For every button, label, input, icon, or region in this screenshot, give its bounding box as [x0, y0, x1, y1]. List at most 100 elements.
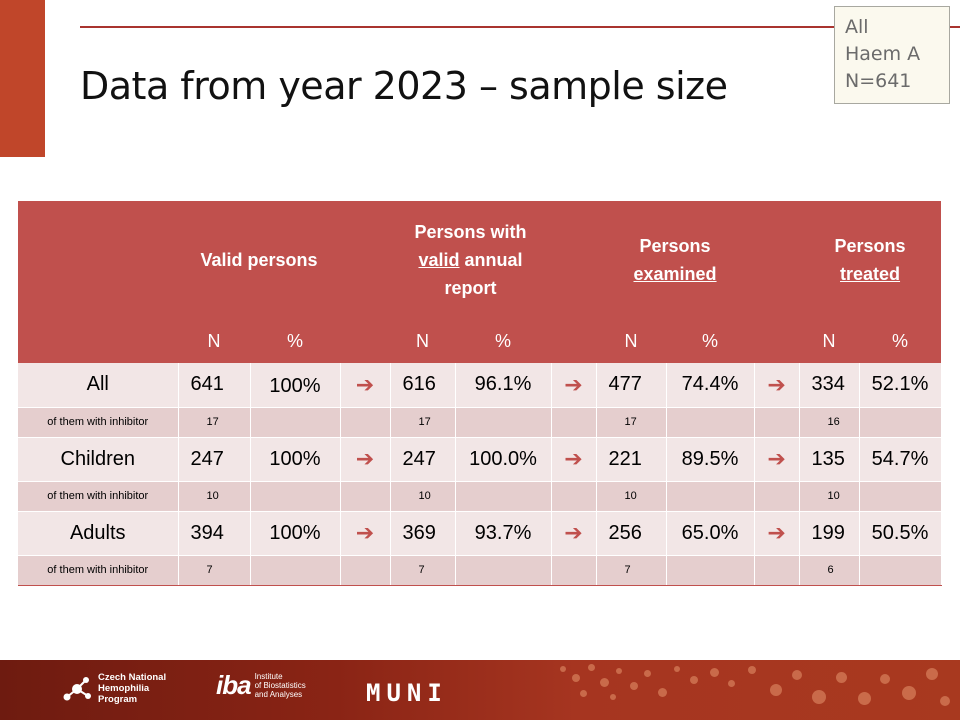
header-spacer: [551, 201, 597, 319]
subheader-n: N: [799, 319, 860, 363]
cell-annual-pct: 100.0%: [455, 437, 552, 482]
cell-valid-n: 394: [178, 511, 251, 556]
subheader-n: N: [178, 319, 250, 363]
row-label: Children: [18, 437, 179, 482]
subheader-pct: %: [666, 319, 755, 363]
cell-spacer: [551, 481, 597, 512]
row-label: All: [18, 363, 179, 408]
cell-treated-n: 135: [799, 437, 860, 482]
header-spacer: [340, 201, 391, 319]
arrow-icon: ➔: [754, 511, 800, 556]
cnhp-logo-text: Czech National Hemophilia Program: [98, 672, 167, 705]
header-empty: [18, 201, 178, 319]
header-valid-persons: Valid persons: [178, 201, 341, 319]
cell-examined-n: 221: [596, 437, 667, 482]
title-rule: [80, 26, 960, 28]
iba-logo-mark: iba: [216, 670, 252, 700]
cell-annual-n: 247: [390, 437, 456, 482]
cell-spacer: [754, 481, 800, 512]
row-label: of them with inhibitor: [18, 481, 179, 512]
cell-examined-n: 7: [596, 555, 667, 586]
cell-valid-n: 17: [178, 407, 251, 438]
table-row-adults-inhibitor: of them with inhibitor 7 7 7 6: [18, 555, 942, 586]
subheader-n: N: [390, 319, 456, 363]
cell-treated-n: 6: [799, 555, 860, 586]
cnhp-logo-icon: [63, 676, 91, 700]
cell-annual-n: 369: [390, 511, 456, 556]
arrow-icon: ➔: [551, 363, 597, 408]
info-line-all: All: [845, 16, 869, 38]
cell-treated-n: 16: [799, 407, 860, 438]
cell-empty: [859, 481, 942, 512]
cell-examined-pct: 74.4%: [666, 363, 755, 408]
cell-treated-pct: 50.5%: [859, 511, 942, 556]
cell-annual-pct: 96.1%: [455, 363, 552, 408]
info-line-haem: Haem A: [845, 43, 921, 65]
cell-spacer: [340, 481, 391, 512]
cell-empty: [859, 407, 942, 438]
header-spacer: [754, 201, 800, 319]
cell-spacer: [754, 407, 800, 438]
info-box: All Haem A N=641: [834, 6, 950, 104]
cnhp-logo: Czech National Hemophilia Program: [62, 672, 166, 705]
subheader-n: N: [596, 319, 667, 363]
cell-empty: [859, 555, 942, 586]
slide-title: Data from year 2023 – sample size: [80, 64, 728, 108]
subheader-empty: [18, 319, 178, 363]
cell-empty: [250, 481, 341, 512]
row-label: Adults: [18, 511, 179, 556]
cell-valid-n: 641: [178, 363, 251, 408]
cell-empty: [250, 555, 341, 586]
subheader-pct: %: [859, 319, 942, 363]
cell-empty: [666, 407, 755, 438]
table-row-children: Children 247 100% ➔ 247 100.0% ➔ 221 89.…: [18, 437, 942, 482]
cell-examined-pct: 89.5%: [666, 437, 755, 482]
cell-spacer: [551, 555, 597, 586]
cell-empty: [455, 407, 552, 438]
cell-treated-n: 10: [799, 481, 860, 512]
cell-spacer: [754, 555, 800, 586]
cell-annual-n: 7: [390, 555, 456, 586]
cell-examined-n: 10: [596, 481, 667, 512]
cell-examined-n: 17: [596, 407, 667, 438]
cell-spacer: [340, 407, 391, 438]
cell-empty: [666, 555, 755, 586]
cell-empty: [666, 481, 755, 512]
cell-valid-pct: 100%: [250, 363, 341, 408]
cell-spacer: [551, 407, 597, 438]
sample-size-table: Valid persons Persons with valid annual …: [18, 201, 942, 586]
arrow-icon: ➔: [340, 363, 391, 408]
subheader-spacer: [551, 319, 597, 363]
header-treated: Persons treated: [799, 201, 942, 319]
iba-logo: iba Institute of Biostatistics and Analy…: [216, 670, 306, 701]
cell-annual-n: 616: [390, 363, 456, 408]
footer-dot-pattern: [540, 660, 960, 720]
row-label: of them with inhibitor: [18, 407, 179, 438]
cell-valid-pct: 100%: [250, 511, 341, 556]
cell-treated-pct: 52.1%: [859, 363, 942, 408]
cell-valid-n: 10: [178, 481, 251, 512]
cell-valid-n: 247: [178, 437, 251, 482]
subheader-spacer: [340, 319, 391, 363]
header-examined: Persons examined: [596, 201, 755, 319]
cell-annual-pct: 93.7%: [455, 511, 552, 556]
subheader-spacer: [754, 319, 800, 363]
cell-examined-n: 477: [596, 363, 667, 408]
arrow-icon: ➔: [754, 437, 800, 482]
cell-annual-n: 10: [390, 481, 456, 512]
arrow-icon: ➔: [340, 437, 391, 482]
iba-logo-text: Institute of Biostatistics and Analyses: [254, 672, 306, 699]
muni-logo: MUNI: [366, 679, 448, 707]
cell-empty: [455, 555, 552, 586]
table-row-adults: Adults 394 100% ➔ 369 93.7% ➔ 256 65.0% …: [18, 511, 942, 556]
table-row-all: All 641 100% ➔ 616 96.1% ➔ 477 74.4% ➔ 3…: [18, 363, 942, 408]
arrow-icon: ➔: [551, 437, 597, 482]
cell-empty: [250, 407, 341, 438]
cell-examined-pct: 65.0%: [666, 511, 755, 556]
cell-treated-pct: 54.7%: [859, 437, 942, 482]
table-row-all-inhibitor: of them with inhibitor 17 17 17 16: [18, 407, 942, 438]
arrow-icon: ➔: [754, 363, 800, 408]
subheader-pct: %: [455, 319, 552, 363]
table-row-children-inhibitor: of them with inhibitor 10 10 10 10: [18, 481, 942, 512]
cell-treated-n: 334: [799, 363, 860, 408]
